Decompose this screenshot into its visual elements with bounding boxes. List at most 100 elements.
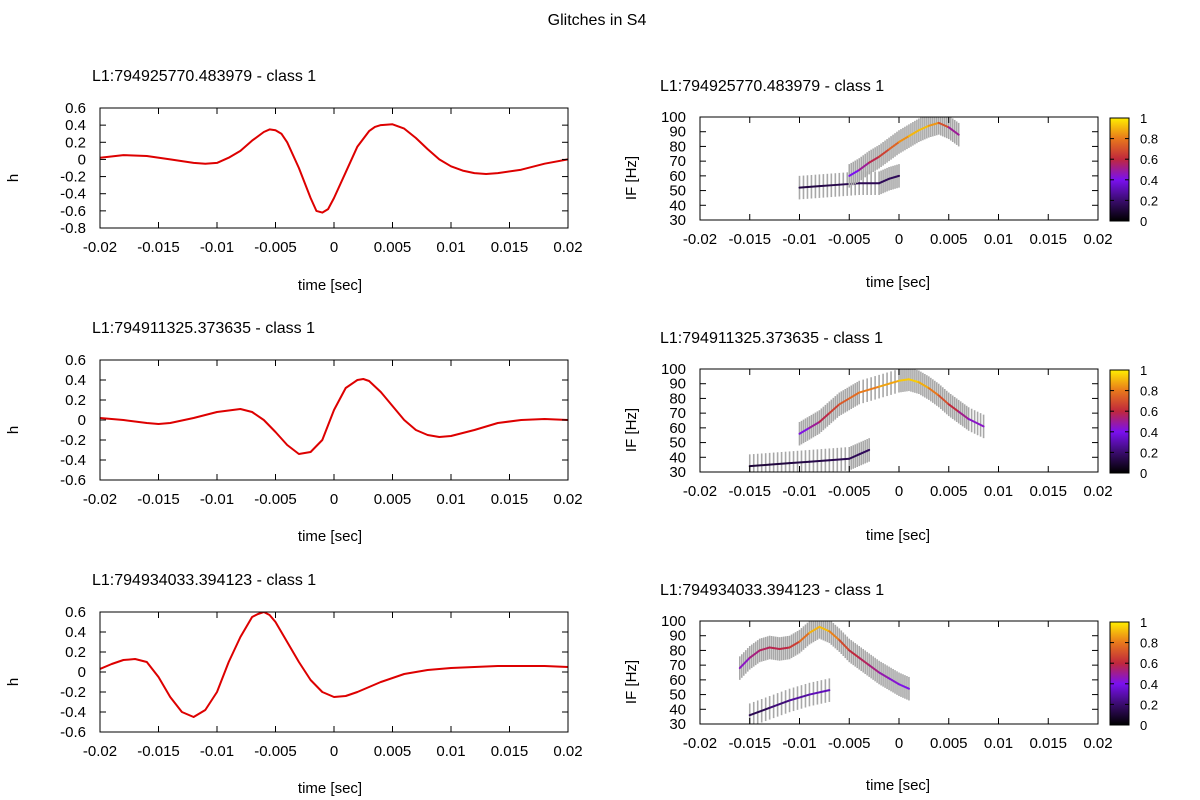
y-tick-label: 30 <box>669 464 686 481</box>
plot-frame <box>99 107 569 229</box>
series-segment <box>768 646 781 650</box>
x-tick-label: 0.005 <box>930 231 968 248</box>
series-segment <box>828 403 841 415</box>
y-tick-label: 60 <box>669 168 686 185</box>
series-segment <box>878 177 891 185</box>
y-axis-label: h <box>5 174 22 182</box>
y-tick-label: 50 <box>669 183 686 200</box>
x-tick-label: -0.01 <box>200 491 234 508</box>
x-tick-label: -0.02 <box>683 231 717 248</box>
series-segment <box>898 683 910 690</box>
x-tick-label: 0.005 <box>374 491 412 508</box>
series-line <box>100 123 568 214</box>
series-segment <box>808 625 821 634</box>
x-tick-label: 0 <box>330 743 338 760</box>
panel-title: L1:794911325.373635 - class 1 <box>92 320 315 337</box>
colorbar-tick-label: 0.2 <box>1140 193 1158 208</box>
x-tick-label: -0.015 <box>728 735 771 752</box>
colorbar <box>1109 117 1130 222</box>
series-segment <box>808 459 831 463</box>
x-tick-label: 0.02 <box>553 239 582 256</box>
x-tick-label: 0.01 <box>436 239 465 256</box>
x-tick-label: -0.015 <box>137 239 180 256</box>
y-tick-label: 70 <box>669 405 686 422</box>
panel-2: L1:794925770.483979 - class 1-0.02 -0.015… <box>623 78 1158 291</box>
x-tick-label: 0.02 <box>1083 483 1112 500</box>
plot-area <box>100 123 568 214</box>
y-tick-label: 0.2 <box>65 644 86 661</box>
colorbar-tick-label: 0.4 <box>1140 173 1158 188</box>
x-tick-label: -0.02 <box>83 743 117 760</box>
colorbar-tick-label: 0.8 <box>1140 384 1158 399</box>
plot-area <box>738 621 910 724</box>
y-tick-label: 80 <box>669 390 686 407</box>
panel-title: L1:794911325.373635 - class 1 <box>660 330 883 347</box>
x-tick-label: -0.01 <box>782 735 816 752</box>
series-segment <box>868 155 881 164</box>
y-tick-label: -0.4 <box>60 186 86 203</box>
y-tick-label: 0.4 <box>65 372 86 389</box>
colorbar-tick-label: 0.2 <box>1140 445 1158 460</box>
panel-title: L1:794934033.394123 - class 1 <box>660 582 884 599</box>
colorbar <box>1109 369 1130 474</box>
series-segment <box>898 378 910 382</box>
series-segment <box>917 381 930 390</box>
series-segment <box>738 656 751 670</box>
plot-area <box>100 378 568 455</box>
series-segment <box>818 625 831 633</box>
colorbar-tick-label: 0.8 <box>1140 636 1158 651</box>
y-tick-label: -0.2 <box>60 432 86 449</box>
y-axis-label: IF [Hz] <box>623 156 640 200</box>
x-tick-label: 0 <box>895 735 903 752</box>
series-segment <box>748 649 761 659</box>
x-tick-label: -0.01 <box>200 743 234 760</box>
series-segment <box>858 656 871 667</box>
series-segment <box>947 126 960 136</box>
y-tick-label: 50 <box>669 435 686 452</box>
y-axis-label: IF [Hz] <box>623 408 640 452</box>
series-segment <box>838 397 851 406</box>
x-tick-label: -0.02 <box>683 483 717 500</box>
series-segment <box>828 630 841 642</box>
colorbar-tick-label: 1 <box>1140 363 1147 378</box>
series-segment <box>967 418 985 428</box>
plot-area <box>100 612 568 718</box>
x-tick-label: 0.02 <box>1083 231 1112 248</box>
y-axis-label: IF [Hz] <box>623 660 640 704</box>
colorbar-tick-label: 0.4 <box>1140 425 1158 440</box>
y-tick-label: 0.6 <box>65 100 86 117</box>
series-segment <box>798 185 821 189</box>
y-axis-label: h <box>5 678 22 686</box>
y-tick-label: 40 <box>669 701 686 718</box>
series-segment <box>748 463 771 468</box>
x-tick-label: -0.01 <box>782 483 816 500</box>
series-segment <box>848 391 861 400</box>
x-tick-label: -0.01 <box>782 231 816 248</box>
x-axis-label: time [sec] <box>866 274 930 291</box>
series-segment <box>788 640 801 649</box>
x-tick-label: -0.005 <box>254 743 297 760</box>
plot-area <box>748 369 985 472</box>
y-tick-label: -0.4 <box>60 452 86 469</box>
series-segment <box>808 420 821 429</box>
plot-area <box>798 117 960 200</box>
y-tick-label: 30 <box>669 212 686 229</box>
y-tick-label: 0.2 <box>65 392 86 409</box>
y-tick-label: 0.2 <box>65 134 86 151</box>
panel-title: L1:794925770.483979 - class 1 <box>92 68 316 85</box>
series-segment <box>848 453 861 460</box>
colorbar-tick-label: 0 <box>1140 214 1147 229</box>
plot-frame <box>99 611 569 733</box>
x-tick-label: 0 <box>895 231 903 248</box>
x-tick-label: 0.02 <box>553 491 582 508</box>
series-segment <box>748 706 771 717</box>
y-tick-label: 0.4 <box>65 117 86 134</box>
y-tick-label: 100 <box>661 613 686 630</box>
y-tick-label: 100 <box>661 109 686 126</box>
x-tick-label: 0 <box>895 483 903 500</box>
colorbar-tick-label: 1 <box>1140 111 1147 126</box>
series-segment <box>888 141 900 151</box>
x-tick-label: -0.005 <box>828 483 871 500</box>
y-tick-label: 40 <box>669 449 686 466</box>
series-segment <box>788 460 811 465</box>
